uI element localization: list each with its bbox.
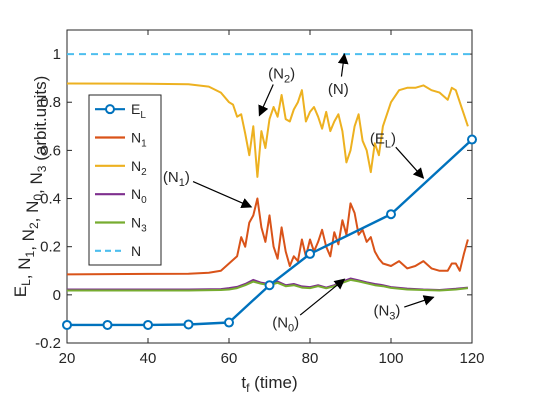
label-subscript: 3 — [141, 224, 147, 235]
annotation-arrow — [395, 146, 425, 179]
label-subscript: 0 — [141, 195, 147, 206]
y-tick-label: 0.8 — [40, 94, 61, 111]
x-tick-label: 60 — [221, 350, 238, 367]
label-subscript: 2 — [141, 167, 147, 178]
y-axis-label-subscript: 1 — [23, 250, 37, 257]
label-subscript: 0 — [288, 323, 294, 335]
series-line-N3 — [67, 278, 469, 292]
label-main: (N — [268, 65, 284, 82]
y-axis-label-subscript: L — [19, 279, 33, 286]
label-close: ) — [290, 65, 295, 82]
y-axis-label: EL, N1, N2, N0, N3 (arbit.units) — [11, 76, 50, 297]
annotation-label: (N) — [328, 81, 349, 98]
series-group — [62, 53, 477, 330]
x-axis-label-subscript: f — [246, 381, 250, 395]
legend-marker-EL — [105, 104, 115, 115]
y-axis-label-part: , N — [27, 172, 46, 194]
annotation-arrow — [337, 53, 349, 77]
series-point-EL — [143, 319, 153, 330]
series-point-EL — [102, 319, 113, 330]
legend-label-N0: N0 — [131, 186, 147, 206]
series-point-EL — [305, 248, 315, 259]
y-tick-label: 0.6 — [40, 142, 61, 159]
label-close: ) — [395, 302, 400, 319]
y-tick-label: 0.4 — [40, 191, 61, 208]
annotation-label: (EL) — [370, 130, 396, 150]
x-tick-label: 80 — [302, 350, 319, 367]
label-close: ) — [185, 169, 190, 186]
y-axis-label-part: , N — [15, 257, 34, 279]
series-point-EL — [467, 134, 477, 145]
annotation-label: (N3) — [373, 302, 400, 322]
label-subscript: 1 — [179, 177, 185, 189]
x-tick-label: 120 — [459, 350, 484, 367]
label-subscript: L — [140, 110, 146, 121]
y-axis-label-part: (arbit.units) — [31, 76, 50, 166]
axis-labels-group: tf (time)EL, N1, N2, N0, N3 (arbit.units… — [11, 76, 298, 395]
legend-label-N2: N2 — [131, 158, 147, 178]
series-point-EL — [62, 319, 72, 330]
annotation-arrow — [258, 84, 274, 117]
label-main: N — [131, 215, 141, 231]
label-subscript: 1 — [141, 139, 147, 150]
annotation-arrow — [404, 295, 435, 308]
y-tick-label: 0.2 — [40, 239, 61, 256]
label-main: N — [131, 130, 141, 146]
label-main: (N — [272, 315, 288, 332]
annotation-label: (N2) — [268, 65, 295, 85]
series-line-N1 — [66, 197, 469, 276]
legend-label-N1: N1 — [131, 130, 147, 150]
y-axis-label-subscript: 2 — [27, 222, 41, 229]
series-line-N2 — [66, 82, 469, 178]
series-point-EL — [264, 280, 275, 291]
annotation-arrow — [192, 181, 253, 209]
series-point-EL — [183, 319, 194, 330]
label-main: N — [131, 158, 141, 174]
label-main: (N) — [328, 81, 349, 98]
legend-label-N: N — [131, 243, 141, 259]
label-main: (E — [370, 130, 385, 147]
label-main: N — [131, 186, 141, 202]
y-axis-label-part: , N — [23, 201, 42, 223]
label-subscript: 2 — [284, 73, 290, 85]
label-main: E — [131, 101, 140, 117]
y-axis-label-part: , N — [19, 229, 38, 251]
x-tick-label: 100 — [378, 350, 403, 367]
y-tick-label: 0 — [53, 287, 61, 304]
label-main: N — [131, 243, 141, 259]
x-axis-label: tf (time) — [241, 373, 297, 395]
series-point-EL — [224, 317, 234, 328]
y-axis-label-subscript: 0 — [31, 194, 45, 201]
y-axis-label-part: E — [11, 286, 30, 297]
legend-box — [88, 94, 162, 266]
annotation-label: (N0) — [272, 315, 299, 335]
legend-label-N3: N3 — [131, 215, 147, 235]
annotations-group: (N2)(N)(EL)(N1)(N0)(N3) — [163, 53, 435, 335]
annotation-arrow — [299, 278, 346, 316]
x-tick-label: 40 — [140, 350, 157, 367]
y-tick-label: -0.2 — [35, 335, 61, 352]
series-point-EL — [386, 209, 396, 220]
y-axis-label-subscript: 3 — [35, 165, 49, 172]
label-subscript: L — [385, 138, 391, 150]
y-tick-label: 1 — [53, 46, 61, 63]
legend-label-EL: EL — [131, 101, 146, 121]
label-main: (N — [163, 169, 179, 186]
x-tick-label: 20 — [59, 350, 76, 367]
label-close: ) — [294, 315, 299, 332]
x-axis-label-rest: (time) — [249, 373, 297, 392]
x-axis-label-main: t — [241, 373, 246, 392]
label-main: (N — [373, 302, 389, 319]
annotation-label: (N1) — [163, 169, 190, 189]
label-close: ) — [391, 130, 396, 147]
label-subscript: 3 — [389, 310, 395, 322]
